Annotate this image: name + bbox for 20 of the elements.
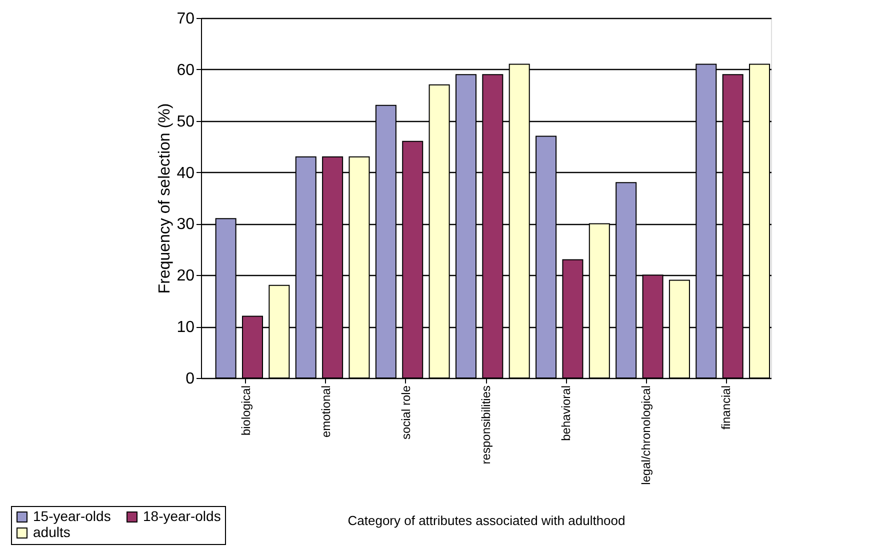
y-tick-label: 60 bbox=[176, 62, 195, 79]
y-tick-label: 10 bbox=[176, 319, 195, 336]
x-tick-label: biological bbox=[238, 386, 253, 436]
y-tick-label: 70 bbox=[176, 10, 195, 28]
legend-label: 15-year-olds bbox=[33, 508, 111, 524]
y-tick-label: 50 bbox=[176, 113, 195, 130]
x-tick-label: financial bbox=[719, 386, 734, 430]
y-tick-label: 0 bbox=[186, 370, 195, 388]
x-axis-title: Category of attributes associated with adulthood bbox=[348, 512, 626, 528]
legend-label: adults bbox=[33, 524, 70, 540]
x-tick-label: responsibilities bbox=[479, 386, 493, 464]
y-axis-title: Frequency of selection (%) bbox=[156, 103, 174, 294]
y-tick-label: 30 bbox=[176, 216, 195, 234]
y-tick-label: 20 bbox=[176, 268, 195, 285]
x-tick-label: legal/chronological bbox=[639, 386, 654, 485]
x-tick-label: emotional bbox=[318, 386, 333, 438]
legend-label: 18-year-olds bbox=[143, 508, 221, 524]
x-tick-label: behavioral bbox=[559, 386, 574, 441]
x-tick-label: social role bbox=[398, 385, 413, 440]
y-tick-label: 40 bbox=[176, 164, 195, 182]
